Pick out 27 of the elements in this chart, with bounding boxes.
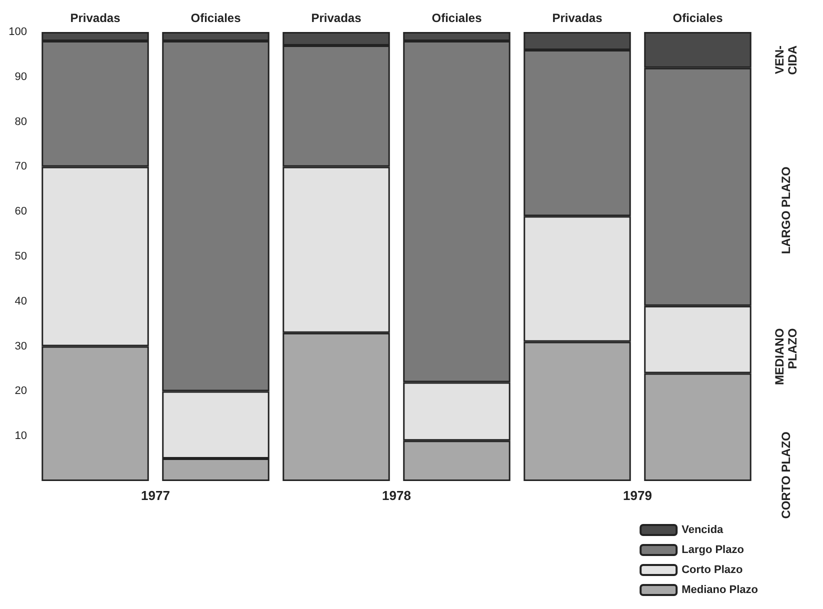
text: LARGO PLAZO — [779, 166, 793, 254]
x-tick-label: Oficiales — [432, 11, 482, 25]
text: VEN- CIDA — [772, 45, 800, 75]
text: 1979 — [623, 488, 652, 503]
y-tick-label: 80 — [14, 116, 27, 128]
text: 1978 — [382, 488, 411, 503]
y-tick-label: 70 — [14, 160, 27, 173]
x-tick-label: Privadas — [311, 11, 362, 25]
text: MEDIANO PLAZO — [772, 328, 800, 386]
y-tick-label: 100 — [8, 26, 27, 38]
legend-label: Corto Plazo — [682, 564, 743, 576]
y-tick-label: 20 — [14, 385, 27, 398]
y-tick-label: 50 — [14, 250, 27, 262]
x-tick-label: Oficiales — [190, 11, 242, 25]
x-tick-label: Privadas — [70, 11, 121, 25]
y-tick-label: 40 — [14, 295, 27, 308]
legend-label: Largo Plazo — [682, 544, 744, 556]
y-tick-label: 90 — [14, 70, 27, 83]
y-tick-label: 10 — [14, 430, 27, 442]
text: CORTO PLAZO — [779, 432, 793, 519]
y-tick-label: 60 — [14, 206, 27, 218]
legend-label: Vencida — [682, 524, 724, 536]
x-tick-label: Privadas — [552, 11, 603, 25]
y-tick-label: 30 — [14, 340, 27, 352]
legend-label: Mediano Plazo — [682, 584, 758, 596]
x-tick-label: Oficiales — [672, 11, 724, 25]
text: 1977 — [141, 488, 170, 503]
